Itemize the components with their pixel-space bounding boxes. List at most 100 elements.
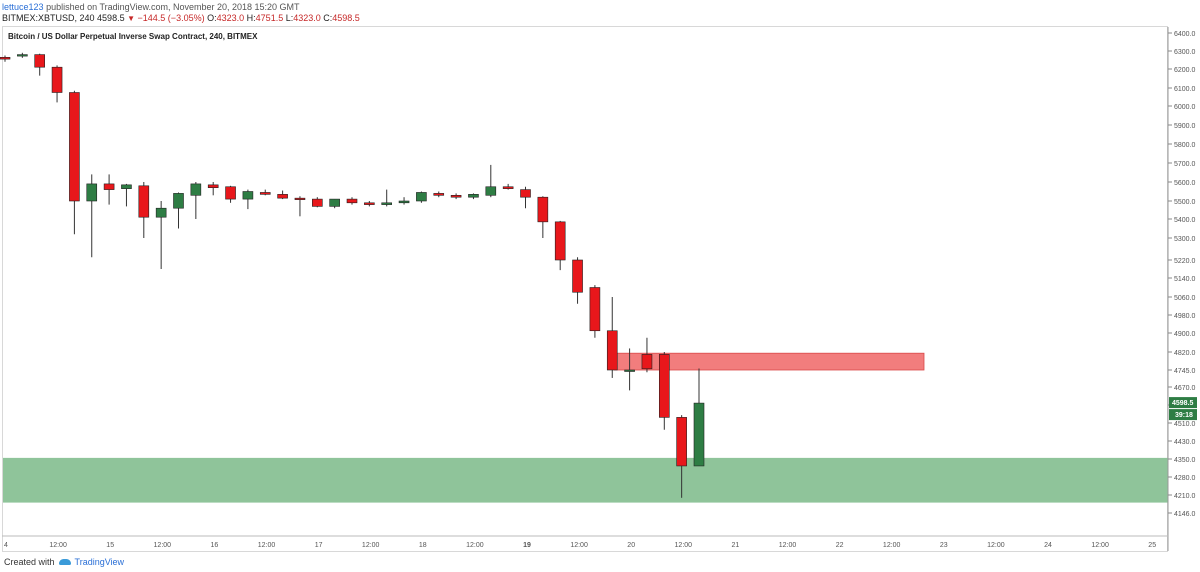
price-tick-label: 4350.0	[1174, 457, 1196, 464]
candle-body[interactable]	[641, 354, 653, 370]
candle-body[interactable]	[277, 194, 288, 199]
candle-body[interactable]	[329, 198, 340, 207]
published-text: published on TradingView.com, November 2…	[46, 2, 300, 12]
candle-body[interactable]	[416, 192, 427, 202]
price-tick-label: 5500.0	[1174, 199, 1196, 206]
candle-body[interactable]	[589, 287, 601, 332]
candle-body[interactable]	[624, 369, 635, 372]
close-value: 4598.5	[332, 13, 360, 23]
low-value: 4323.0	[293, 13, 321, 23]
price-tick-label: 5300.0	[1174, 236, 1196, 243]
time-tick-label: 24	[1044, 542, 1052, 549]
price-tick-label: 4980.0	[1174, 313, 1196, 320]
price-tick-label: 4280.0	[1174, 475, 1196, 482]
price-tick-label: 5700.0	[1174, 161, 1196, 168]
candle-body[interactable]	[468, 194, 479, 198]
candle-body[interactable]	[138, 185, 150, 218]
candle-body[interactable]	[606, 330, 618, 371]
candle-body[interactable]	[364, 202, 375, 205]
price-tick-label: 5600.0	[1174, 180, 1196, 187]
time-tick-label: 12:00	[49, 542, 67, 549]
price-tick-label: 4210.0	[1174, 493, 1196, 500]
candle-body[interactable]	[346, 198, 358, 204]
candle-body[interactable]	[34, 54, 46, 68]
time-tick-label: 12:00	[1091, 542, 1109, 549]
time-tick-label: 16	[211, 542, 219, 549]
last-price-tag	[1169, 397, 1197, 409]
support-zone	[3, 457, 1168, 503]
candle-body[interactable]	[17, 54, 28, 57]
price-tick-label: 5900.0	[1174, 123, 1196, 130]
last-price: 4598.5	[97, 13, 125, 23]
tradingview-logo-icon	[58, 558, 71, 566]
time-tick-label: 20	[627, 542, 635, 549]
time-tick-label: 23	[940, 542, 948, 549]
price-tick-label: 6400.0	[1174, 31, 1196, 38]
time-tick-label: 18	[419, 542, 427, 549]
candle-body[interactable]	[207, 184, 219, 189]
candle-body[interactable]	[103, 183, 115, 190]
candle-body[interactable]	[242, 191, 254, 200]
time-tick-label: 12:00	[362, 542, 380, 549]
candle-body[interactable]	[658, 354, 670, 418]
candle-body[interactable]	[554, 221, 566, 261]
candle-body[interactable]	[173, 193, 184, 209]
time-tick-label: 12:00	[675, 542, 693, 549]
candle-body[interactable]	[450, 195, 462, 198]
time-tick-label: 12:00	[570, 542, 588, 549]
time-tick-label: 12:00	[987, 542, 1005, 549]
candle-body[interactable]	[225, 186, 236, 200]
time-tick-label: 22	[836, 542, 844, 549]
candle-body[interactable]	[398, 200, 410, 204]
candle-body[interactable]	[86, 183, 98, 202]
countdown-tag-label: 39:18	[1175, 412, 1193, 419]
candle-body[interactable]	[381, 202, 393, 205]
candle-body[interactable]	[51, 66, 63, 93]
candle-body[interactable]	[311, 198, 323, 207]
time-tick-label: 25	[1148, 542, 1156, 549]
candle-body[interactable]	[693, 402, 705, 467]
price-tick-label: 5800.0	[1174, 142, 1196, 149]
time-tick-label: 12:00	[779, 542, 797, 549]
price-tick-label: 4146.0	[1174, 511, 1196, 518]
created-with-label: Created with	[4, 557, 55, 567]
price-tick-label: 5060.0	[1174, 295, 1196, 302]
candle-body[interactable]	[502, 186, 514, 189]
tradingview-link[interactable]: TradingView	[74, 557, 125, 567]
price-tick-label: 4745.0	[1174, 368, 1196, 375]
price-tick-label: 6200.0	[1174, 67, 1196, 74]
countdown-tag	[1169, 409, 1197, 421]
candle-body[interactable]	[537, 196, 549, 223]
candle-body[interactable]	[433, 193, 445, 196]
time-tick-label: 12:00	[466, 542, 484, 549]
candle-body[interactable]	[259, 192, 271, 195]
time-tick-label: 15	[106, 542, 114, 549]
chart-title: Bitcoin / US Dollar Perpetual Inverse Sw…	[8, 32, 258, 41]
candle-body[interactable]	[155, 207, 167, 218]
candle-body[interactable]	[121, 184, 132, 189]
time-tick-label: 19	[523, 542, 531, 549]
candle-body[interactable]	[485, 186, 497, 196]
candle-body[interactable]	[69, 92, 80, 202]
candle-body[interactable]	[190, 183, 202, 196]
time-tick-label: 17	[315, 542, 323, 549]
candle-body[interactable]	[0, 56, 11, 60]
footer: Created with TradingView	[4, 557, 124, 567]
close-label: C:	[323, 13, 333, 23]
price-tick-label: 5140.0	[1174, 276, 1196, 283]
author-link[interactable]: lettuce123	[2, 2, 44, 12]
publish-info: lettuce123 published on TradingView.com,…	[2, 2, 300, 12]
time-tick-label: 12:00	[258, 542, 276, 549]
high-value: 4751.5	[255, 13, 284, 23]
candle-body[interactable]	[572, 259, 583, 293]
low-label: L:	[285, 13, 294, 23]
symbol-label: BITMEX:XBTUSD, 240	[2, 13, 95, 23]
candle-body[interactable]	[676, 417, 687, 467]
time-tick-label: 12:00	[154, 542, 172, 549]
ohlc-bar: BITMEX:XBTUSD, 240 4598.5 ▼ −144.5 (−3.0…	[2, 13, 360, 23]
candle-body[interactable]	[294, 197, 306, 200]
price-tick-label: 6000.0	[1174, 104, 1196, 111]
candle-body[interactable]	[520, 189, 531, 198]
last-price-tag-label: 4598.5	[1172, 400, 1194, 407]
